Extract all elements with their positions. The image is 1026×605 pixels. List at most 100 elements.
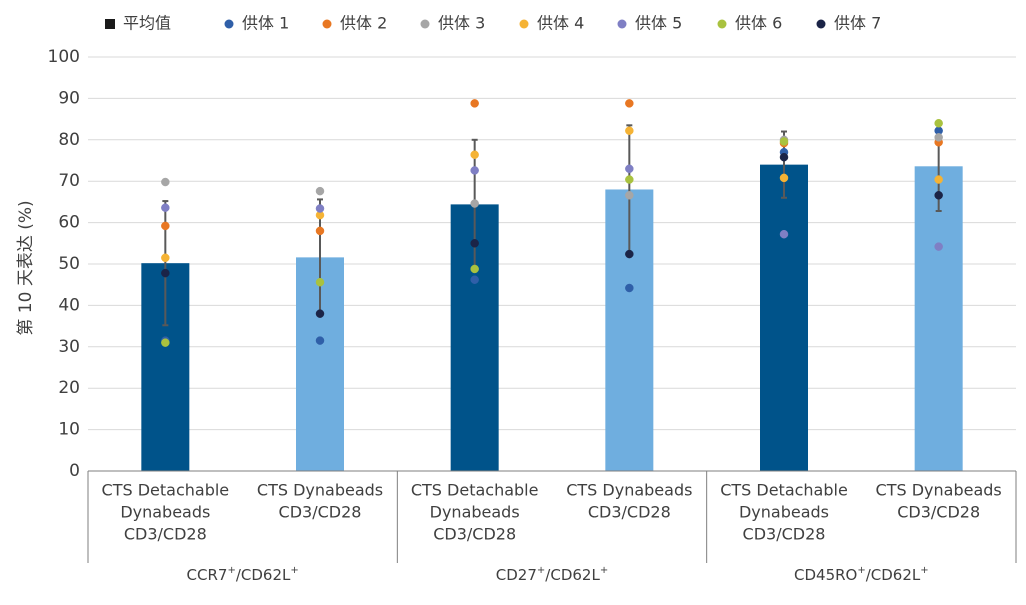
donor-point (779, 229, 789, 239)
donor-point (315, 204, 325, 213)
x-group-label: CCR7+/CD62L+ (187, 565, 299, 584)
donor-point (625, 283, 634, 293)
donor-point (625, 99, 634, 108)
x-category-label: CD3/CD28 (433, 525, 516, 544)
legend-label: 供体 1 (242, 14, 289, 33)
label-part: /CD62L (545, 566, 600, 584)
superscript: + (537, 565, 545, 576)
superscript: + (857, 565, 865, 576)
donor-point (470, 99, 479, 108)
donor-point (625, 175, 634, 184)
legend-label: 供体 5 (635, 14, 682, 33)
error-bars (162, 122, 942, 327)
x-group-label: CD27+/CD62L+ (496, 565, 608, 584)
y-tick-label: 50 (58, 254, 80, 274)
donor-point (934, 133, 943, 142)
superscript: + (227, 565, 235, 576)
y-tick-label: 80 (58, 130, 80, 150)
y-tick-label: 10 (58, 420, 80, 440)
legend-marker (322, 19, 332, 29)
y-tick-label: 100 (48, 47, 80, 67)
y-tick-label: 70 (58, 171, 80, 191)
x-category-label: CD3/CD28 (588, 503, 671, 522)
gridlines (88, 56, 1016, 431)
donor-point (161, 177, 170, 187)
superscript: + (920, 565, 928, 576)
donor-point (625, 126, 634, 135)
x-category-label: CTS Detachable (720, 481, 848, 500)
donor-point (934, 242, 943, 251)
legend-label: 供体 7 (834, 14, 881, 33)
donor-point (470, 166, 479, 175)
x-category-label: CD3/CD28 (743, 525, 826, 544)
donor-point (315, 309, 325, 318)
donor-point (625, 164, 634, 174)
x-category-label: CTS Detachable (411, 481, 539, 500)
x-category-label: CTS Dynabeads (566, 481, 692, 500)
bar (914, 166, 963, 471)
x-group-label: CD45RO+/CD62L+ (794, 565, 929, 584)
superscript: + (290, 565, 298, 576)
donor-point (934, 191, 943, 200)
label-part: CD45RO (794, 566, 857, 584)
x-category-label: CTS Detachable (102, 481, 230, 500)
donor-point (779, 173, 789, 183)
x-category-label: CD3/CD28 (124, 525, 207, 544)
legend: 平均值 供体 1 供体 2 供体 3 供体 4 供体 5 供体 6 供体 7 (105, 14, 881, 33)
legend-marker (617, 19, 627, 29)
x-category-label: Dynabeads (739, 503, 829, 522)
legend-label: 供体 6 (735, 14, 782, 33)
donor-point (934, 118, 943, 128)
label-part: /CD62L (866, 566, 921, 584)
legend-marker (519, 19, 529, 29)
y-tick-label: 30 (58, 337, 80, 357)
donor-point (470, 199, 479, 208)
label-part: /CD62L (236, 566, 291, 584)
donor-point (779, 152, 789, 162)
legend-label: 供体 3 (438, 14, 485, 33)
donor-point (161, 203, 170, 212)
legend-marker (816, 19, 826, 29)
donor-point (625, 249, 634, 259)
donor-point (315, 336, 325, 345)
y-axis: 0 10 20 30 40 50 60 70 80 90 100 (48, 47, 80, 481)
bar (760, 164, 808, 471)
label-part: CCR7 (187, 566, 228, 584)
x-axis: CTS Detachable Dynabeads CD3/CD28 CTS Dynab… (87, 470, 1017, 584)
y-tick-label: 20 (58, 378, 80, 398)
x-category-label: CD3/CD28 (279, 503, 362, 522)
superscript: + (600, 565, 608, 576)
legend-marker (224, 19, 234, 29)
x-category-label: CTS Dynabeads (257, 481, 383, 500)
donor-point (470, 239, 479, 248)
legend-label: 供体 2 (340, 14, 387, 33)
donor-point (315, 226, 325, 236)
label-part: CD27 (496, 566, 537, 584)
legend-marker (420, 19, 430, 29)
donor-point (470, 150, 479, 159)
y-axis-label: 第 10 天表达 (%) (16, 200, 36, 335)
y-tick-label: 60 (58, 213, 80, 233)
legend-label: 平均值 (123, 14, 171, 33)
donor-point (161, 253, 170, 263)
donor-point (934, 175, 943, 184)
x-category-label: Dynabeads (120, 503, 210, 522)
donor-point (161, 221, 170, 231)
donor-point (470, 264, 479, 274)
donor-point (161, 268, 170, 278)
donor-point (315, 277, 325, 287)
donor-point (161, 338, 170, 347)
bars (141, 164, 963, 472)
donor-point (470, 275, 479, 284)
donor-point (779, 137, 789, 146)
legend-marker (717, 19, 727, 29)
legend-label: 供体 4 (537, 14, 584, 33)
legend-marker-square (105, 19, 115, 29)
donor-points (161, 99, 943, 347)
y-tick-label: 40 (58, 295, 80, 315)
y-tick-label: 90 (58, 88, 80, 108)
x-category-label: Dynabeads (430, 503, 520, 522)
y-tick-label: 0 (69, 461, 80, 481)
donor-point (625, 191, 634, 200)
